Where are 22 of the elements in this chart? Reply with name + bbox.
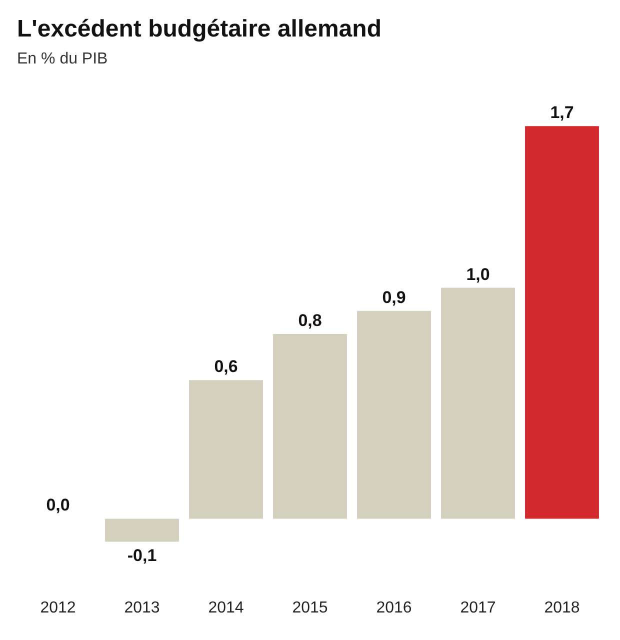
x-tick-label: 2018 xyxy=(544,600,580,616)
bar xyxy=(525,126,599,519)
x-tick-label: 2017 xyxy=(460,600,496,616)
data-label: 0,0 xyxy=(46,496,70,515)
x-tick-label: 2015 xyxy=(292,600,328,616)
bar xyxy=(189,380,263,519)
x-tick-label: 2012 xyxy=(40,600,76,616)
bar xyxy=(357,310,431,519)
chart-subtitle: En % du PIB xyxy=(17,50,108,68)
bar xyxy=(105,518,179,542)
data-label: 1,7 xyxy=(550,103,574,122)
data-label: 1,0 xyxy=(466,264,490,284)
bar xyxy=(441,288,515,519)
x-tick-label: 2016 xyxy=(376,600,412,616)
bar xyxy=(273,334,347,519)
data-label: 0,6 xyxy=(214,357,238,376)
data-label: 0,8 xyxy=(298,310,322,330)
data-label: 0,9 xyxy=(382,288,406,307)
chart-title: L'excédent budgétaire allemand xyxy=(17,16,382,42)
x-tick-label: 2013 xyxy=(124,600,160,616)
x-tick-label: 2014 xyxy=(208,600,244,616)
data-label: -0,1 xyxy=(127,546,157,565)
